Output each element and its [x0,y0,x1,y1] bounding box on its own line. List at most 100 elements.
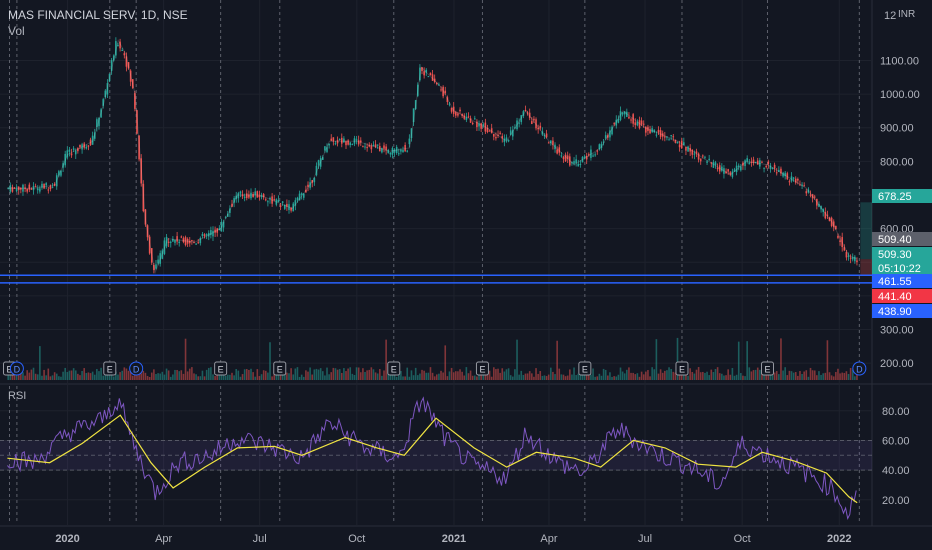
candle-body [340,137,343,144]
volume-bar [657,373,660,380]
volume-bar [828,372,831,380]
candle-body [288,204,290,210]
volume-bar [64,367,66,380]
volume-bar [357,367,360,380]
volume-bar [811,370,814,380]
volume-bar [816,375,818,380]
candle-body [205,234,208,236]
volume-bar [645,371,647,380]
volume-bar [535,368,537,380]
candle-body [391,147,394,155]
volume-bar [159,373,162,380]
candle-body [740,166,742,171]
candle-body [125,56,128,67]
volume-bar [26,370,28,380]
volume-bar [805,370,808,380]
candle-body [229,208,231,213]
candle-body [651,128,653,133]
volume-bar [201,370,204,380]
candle-body [687,146,689,152]
volume-bar [784,367,786,380]
volume-bar [851,369,854,380]
volume-bar [706,371,708,380]
volume-bars [7,337,858,380]
volume-bar [746,341,748,380]
volume-bar [733,375,736,380]
candle-body [482,124,485,126]
volume-bar [199,376,202,380]
volume-bar [17,372,20,380]
volume-bar [224,375,227,380]
volume-bar [112,376,115,380]
candle-body [611,126,613,135]
volume-bar [773,372,776,380]
candle-body [767,161,770,165]
candle-body [283,204,286,209]
volume-bar [271,376,273,380]
volume-bar [602,368,605,380]
earnings-marker [475,361,489,376]
candle-body [36,188,39,191]
candle-body [524,109,527,112]
candle-body [809,194,812,196]
candle-body [704,156,706,158]
candle-body [366,147,368,149]
candle-body [531,121,533,124]
volume-bar [790,371,793,380]
candle-body [271,196,273,204]
candle-body [72,148,75,150]
volume-bar [313,369,316,380]
volume-bar [49,376,52,380]
candle-body [260,195,263,198]
candle-body [157,259,159,264]
time-tick-label: Apr [155,533,172,545]
candle-body [330,138,333,141]
volume-bar [70,370,73,380]
candle-body [155,264,157,269]
candle-body [140,158,143,184]
volume-bar [258,376,261,380]
volume-bar [110,372,113,380]
volume-bar [279,371,282,380]
candle-body [556,149,558,154]
candle-body [683,142,685,146]
earnings-marker-label: E [582,365,588,375]
volume-bar [721,373,723,380]
candle-body [609,130,611,138]
earnings-marker [387,361,401,376]
candle-body [176,236,178,242]
candle-body [545,133,548,138]
candle-body [575,159,577,164]
candle-body [592,155,594,157]
candle-body [685,146,687,151]
candle-body [469,118,472,123]
volume-bar [775,371,778,380]
candle-body [425,69,428,73]
volume-bar [235,369,238,380]
volume-bar [117,374,119,380]
volume-bar [533,376,535,380]
volume-bar [615,376,618,380]
candle-body [169,241,172,243]
volume-bar [239,376,242,380]
candle-body [39,188,41,192]
candle-body [250,192,252,199]
volume-bar [742,375,744,380]
volume-bar [476,376,478,380]
volume-bar [537,373,539,380]
volume-bar [237,370,240,380]
volume-bar [509,375,512,380]
volume-bar [39,346,41,380]
volume-bar [854,376,856,380]
volume-bar [488,370,491,380]
candle-body [121,49,124,51]
candle-body [410,128,413,139]
volume-bar [410,370,413,380]
volume-label: Vol [8,24,25,38]
candle-body [357,140,360,145]
rsi-label: RSI [8,390,27,402]
volume-bar [129,371,132,380]
volume-bar [15,372,18,380]
